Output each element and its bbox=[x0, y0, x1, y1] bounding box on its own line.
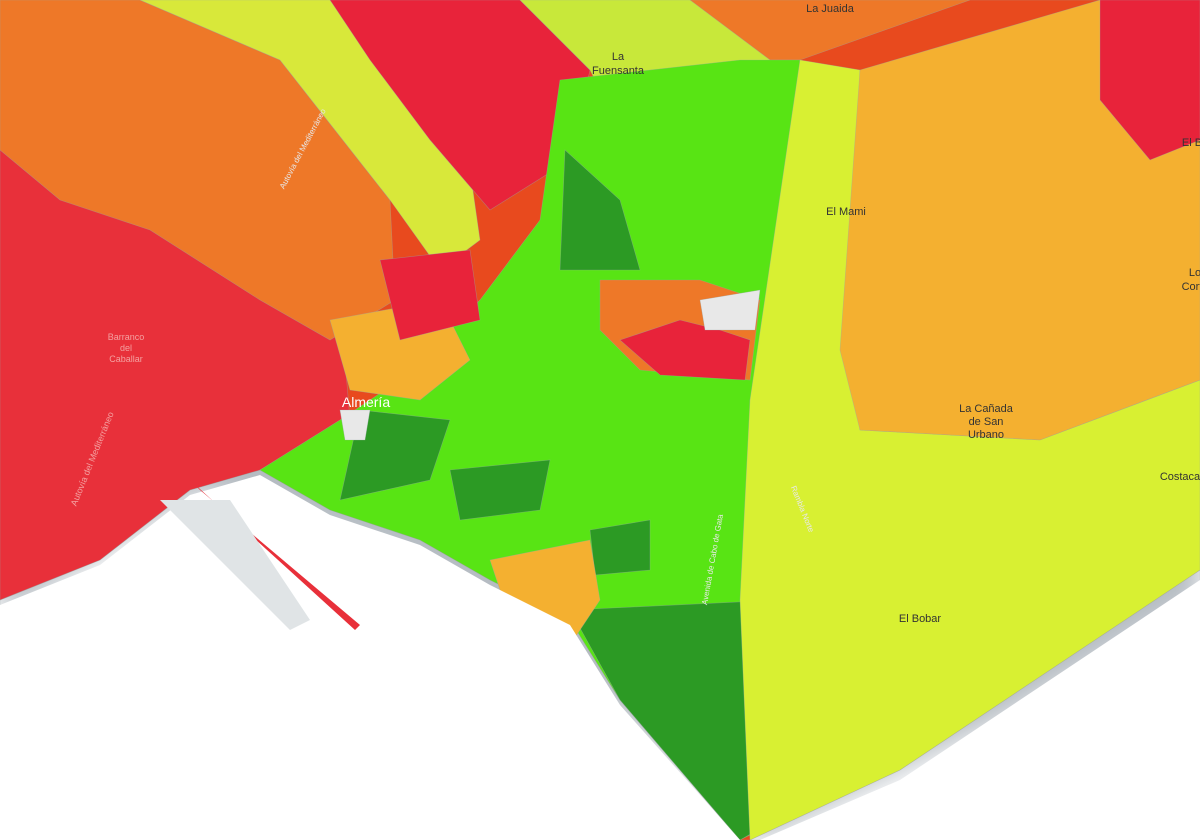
place-label: Caballar bbox=[109, 354, 143, 364]
place-label: Urbano bbox=[968, 429, 1004, 441]
place-label: Lo bbox=[1189, 267, 1200, 279]
place-label: Barranco bbox=[108, 332, 145, 342]
place-label: La Cañada bbox=[959, 403, 1014, 415]
port bbox=[160, 500, 310, 630]
place-label: El B bbox=[1182, 137, 1200, 149]
place-label: El Bobar bbox=[899, 613, 942, 625]
place-label: del bbox=[120, 343, 132, 353]
place-label: Costaca bbox=[1160, 471, 1200, 483]
place-label: Fuensanta bbox=[592, 65, 645, 77]
place-label: El Mami bbox=[826, 206, 866, 218]
place-label: La bbox=[612, 51, 625, 63]
place-label: La Juaida bbox=[806, 3, 855, 15]
place-label: de San bbox=[969, 416, 1004, 428]
city-label: Almería bbox=[342, 394, 390, 410]
place-label: Cort bbox=[1182, 281, 1200, 293]
sea bbox=[0, 475, 1200, 840]
